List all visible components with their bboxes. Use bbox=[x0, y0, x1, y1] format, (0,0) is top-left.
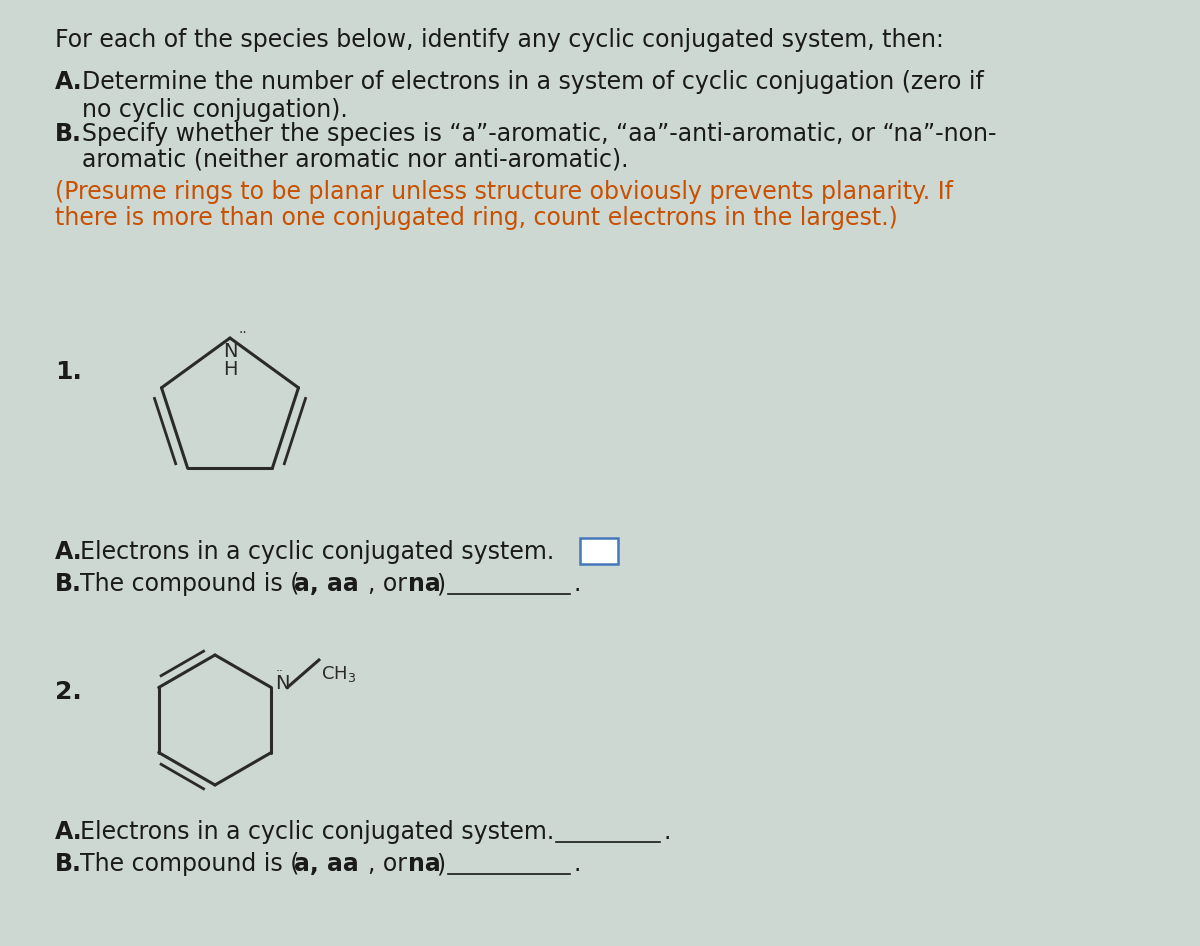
Text: Electrons in a cyclic conjugated system.: Electrons in a cyclic conjugated system. bbox=[80, 540, 554, 564]
Text: .: . bbox=[664, 820, 671, 844]
Text: (Presume rings to be planar unless structure obviously prevents planarity. If: (Presume rings to be planar unless struc… bbox=[55, 180, 953, 204]
Text: A.: A. bbox=[55, 820, 83, 844]
Text: N: N bbox=[275, 674, 289, 693]
Text: 2.: 2. bbox=[55, 680, 82, 704]
Text: , or: , or bbox=[368, 852, 414, 876]
Text: 1.: 1. bbox=[55, 360, 82, 384]
Bar bbox=[580, 538, 618, 564]
Text: .: . bbox=[574, 852, 581, 876]
Text: B.: B. bbox=[55, 572, 82, 596]
Text: na: na bbox=[408, 572, 440, 596]
Text: .: . bbox=[574, 572, 581, 596]
Text: there is more than one conjugated ring, count electrons in the largest.): there is more than one conjugated ring, … bbox=[55, 206, 898, 230]
Text: A.: A. bbox=[55, 540, 83, 564]
Text: B.: B. bbox=[55, 852, 82, 876]
Text: ): ) bbox=[436, 852, 445, 876]
Text: Electrons in a cyclic conjugated system.: Electrons in a cyclic conjugated system. bbox=[80, 820, 554, 844]
Text: For each of the species below, identify any cyclic conjugated system, then:: For each of the species below, identify … bbox=[55, 28, 944, 52]
Text: The compound is (: The compound is ( bbox=[80, 852, 299, 876]
Text: The compound is (: The compound is ( bbox=[80, 572, 299, 596]
Text: , or: , or bbox=[368, 572, 414, 596]
Text: Specify whether the species is “a”-aromatic, “aa”-anti-aromatic, or “na”-non-: Specify whether the species is “a”-aroma… bbox=[82, 122, 996, 146]
Text: ··: ·· bbox=[275, 665, 283, 678]
Text: B.: B. bbox=[55, 122, 82, 146]
Text: ··: ·· bbox=[238, 326, 247, 340]
Text: a, aa: a, aa bbox=[294, 572, 359, 596]
Text: H: H bbox=[223, 360, 238, 379]
Text: ): ) bbox=[436, 572, 445, 596]
Text: N: N bbox=[223, 342, 238, 361]
Text: A.: A. bbox=[55, 70, 83, 94]
Text: aromatic (neither aromatic nor anti-aromatic).: aromatic (neither aromatic nor anti-arom… bbox=[82, 148, 629, 172]
Text: Determine the number of electrons in a system of cyclic conjugation (zero if
no : Determine the number of electrons in a s… bbox=[82, 70, 984, 122]
Text: na: na bbox=[408, 852, 440, 876]
Text: CH$_3$: CH$_3$ bbox=[320, 664, 356, 684]
Text: a, aa: a, aa bbox=[294, 852, 359, 876]
